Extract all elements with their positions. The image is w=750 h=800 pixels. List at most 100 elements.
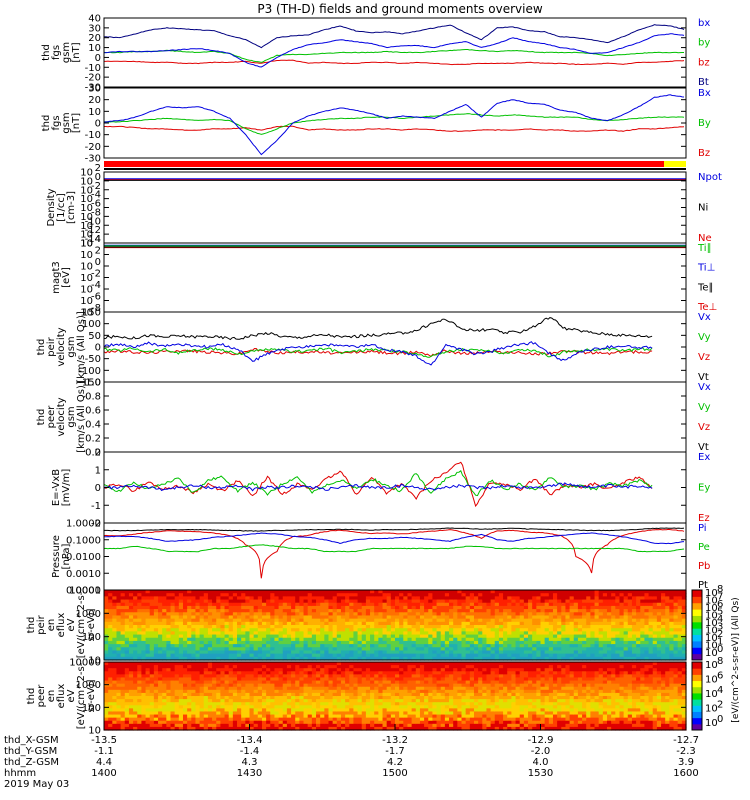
heatmap-cell [665, 647, 670, 652]
heatmap-cell [303, 647, 309, 652]
heatmap-cell [178, 708, 184, 713]
heatmap-cell [361, 702, 367, 706]
heatmap-cell [232, 702, 238, 706]
heatmap-cell [444, 602, 450, 607]
heatmap-cell [124, 702, 130, 706]
heatmap-cell [112, 711, 118, 716]
heatmap-cell [199, 605, 205, 610]
heatmap-cell [224, 665, 230, 669]
heatmap-cell [424, 599, 429, 604]
heatmap-cell [498, 628, 504, 632]
heatmap-cell [311, 686, 317, 691]
heatmap-cell [108, 647, 113, 652]
heatmap-cell [207, 665, 213, 669]
heatmap-cell [561, 653, 567, 658]
heatmap-cell [203, 621, 209, 626]
heatmap-cell [120, 723, 126, 728]
heatmap-cell [141, 640, 147, 645]
heatmap-cell [444, 615, 450, 620]
heatmap-cell [623, 625, 629, 629]
heatmap-cell [112, 686, 118, 691]
heatmap-cell [133, 593, 138, 597]
heatmap-cell [274, 631, 280, 636]
heatmap-cell [515, 631, 521, 636]
heatmap-cell [170, 650, 176, 655]
heatmap-cell [519, 593, 525, 597]
heatmap-cell [552, 637, 558, 642]
heatmap-cell [158, 637, 163, 642]
heatmap-cell [299, 640, 305, 645]
heatmap-cell [249, 647, 255, 652]
heatmap-cell [652, 644, 658, 648]
heatmap-cell [365, 683, 371, 688]
heatmap-cell [577, 650, 583, 655]
heatmap-cell [216, 686, 221, 691]
heatmap-cell [286, 631, 292, 636]
heatmap-cell [241, 656, 246, 661]
heatmap-cell [216, 714, 221, 719]
heatmap-cell [365, 668, 371, 672]
heatmap-cell [166, 647, 172, 652]
heatmap-cell [166, 665, 172, 669]
heatmap-cell [390, 726, 396, 731]
heatmap-cell [623, 612, 629, 617]
heatmap-cell [174, 618, 180, 623]
heatmap-cell [141, 625, 147, 629]
heatmap-cell [174, 696, 180, 700]
heatmap-cell [548, 609, 554, 613]
heatmap-cell [611, 596, 616, 601]
heatmap-cell [648, 621, 654, 626]
heatmap-cell [249, 634, 255, 639]
heatmap-cell [133, 720, 138, 725]
heatmap-cell [178, 590, 184, 594]
heatmap-cell [619, 593, 625, 597]
y-axis-label: thd [41, 115, 52, 132]
heatmap-cell [149, 640, 155, 645]
heatmap-cell [390, 680, 396, 685]
heatmap-cell [636, 621, 641, 626]
heatmap-cell [378, 692, 384, 697]
heatmap-cell [602, 631, 608, 636]
heatmap-cell [220, 686, 226, 691]
heatmap-cell [357, 621, 363, 626]
heatmap-cell [444, 653, 450, 658]
heatmap-cell [149, 723, 155, 728]
heatmap-cell [166, 671, 172, 675]
heatmap-cell [548, 656, 554, 661]
heatmap-cell [203, 683, 209, 688]
heatmap-cell [577, 605, 583, 610]
heatmap-cell [220, 699, 226, 703]
heatmap-cell [120, 650, 126, 655]
heatmap-cell [220, 692, 226, 697]
heatmap-cell [257, 686, 263, 691]
heatmap-cell [307, 593, 313, 597]
heatmap-cell [282, 640, 288, 645]
heatmap-cell [124, 689, 130, 694]
panel-frame [103, 589, 687, 661]
heatmap-cell [544, 615, 550, 620]
heatmap-cell [631, 602, 637, 607]
heatmap-cell [415, 650, 421, 655]
heatmap-cell [170, 634, 176, 639]
heatmap-cell [320, 599, 325, 604]
heatmap-cell [166, 683, 172, 688]
heatmap-cell [120, 593, 126, 597]
heatmap-cell [486, 634, 492, 639]
heatmap-cell [166, 615, 172, 620]
heatmap-cell [257, 699, 263, 703]
heatmap-cell [153, 702, 159, 706]
heatmap-cell [195, 720, 201, 725]
heatmap-cell [232, 612, 238, 617]
heatmap-cell [577, 602, 583, 607]
heatmap-cell [266, 711, 271, 716]
y-tick-label: 0.0010 [66, 569, 101, 580]
y-tick-label: 10 [80, 250, 93, 261]
y-tick-exponent: -6 [91, 199, 101, 210]
y-tick-label: 10 [80, 194, 93, 205]
heatmap-cell [199, 677, 205, 682]
heatmap-cell [266, 671, 271, 675]
heatmap-cell [241, 702, 246, 706]
heatmap-cell [503, 609, 508, 613]
heatmap-cell [274, 699, 280, 703]
heatmap-cell [212, 720, 217, 725]
